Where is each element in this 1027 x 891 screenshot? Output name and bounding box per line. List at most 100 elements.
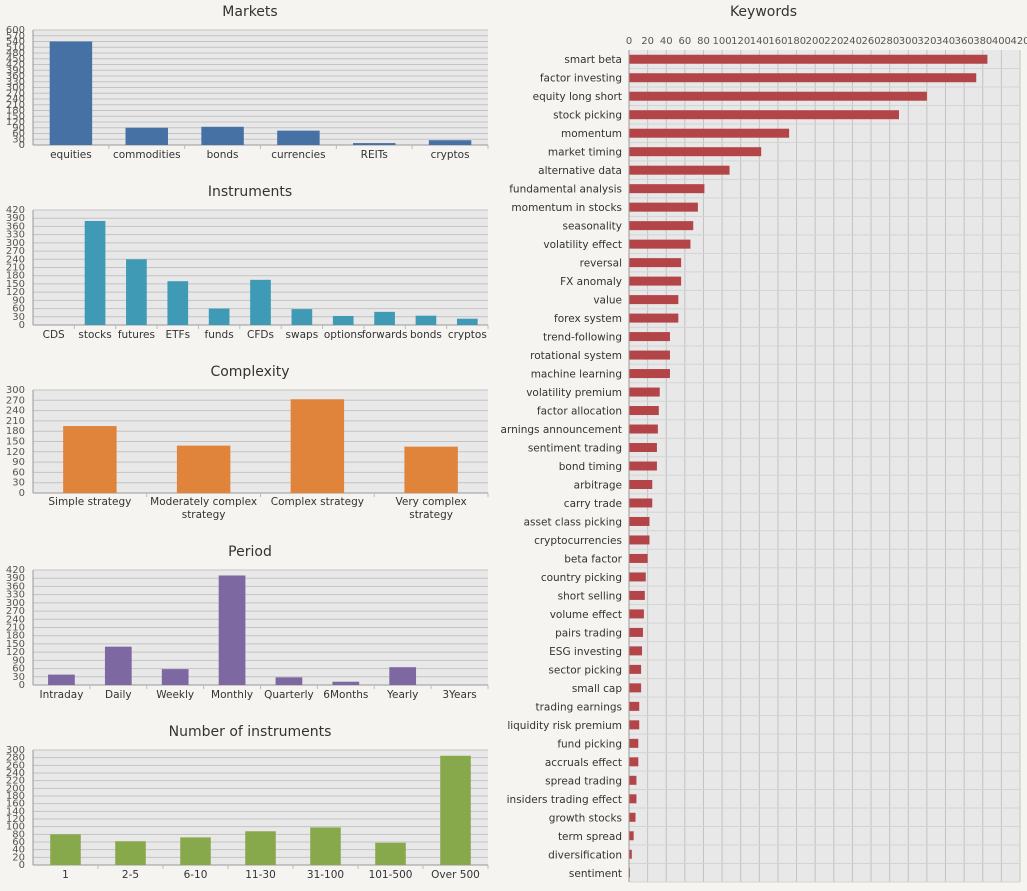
bar (629, 609, 644, 619)
x-tick-label: 60 (678, 36, 691, 47)
x-tick-label: 220 (824, 36, 843, 47)
bar (290, 399, 345, 493)
bar (161, 669, 189, 685)
bar (629, 239, 691, 249)
bar (428, 140, 472, 145)
y-tick-label: cryptocurrencies (534, 535, 622, 547)
bar (415, 315, 437, 325)
bar (50, 834, 81, 865)
x-tick-label: 240 (843, 36, 862, 47)
x-tick-label: bonds (410, 329, 442, 341)
y-tick-label: 60 (12, 467, 25, 478)
x-tick-label: 6-10 (184, 869, 208, 881)
x-tick-label: Over 500 (431, 869, 480, 881)
y-tick-label: 330 (6, 590, 25, 601)
x-tick-label: 400 (992, 36, 1011, 47)
y-tick-label: 20 (12, 852, 25, 863)
y-tick-label: spread trading (545, 775, 622, 787)
bar (629, 165, 730, 175)
bar (218, 575, 246, 685)
y-tick-label: market timing (548, 147, 622, 159)
y-tick-label: trading earnings (536, 701, 623, 713)
bar (245, 831, 276, 865)
bar (629, 54, 988, 64)
x-tick-label: CFDs (247, 329, 274, 341)
y-tick-label: ESG investing (549, 646, 622, 658)
bar (629, 332, 670, 342)
y-tick-label: 30 (12, 478, 25, 489)
y-tick-label: 60 (12, 304, 25, 315)
y-tick-label: 120 (6, 647, 25, 658)
y-tick-label: liquidity risk premium (507, 720, 622, 732)
y-tick-label: 180 (6, 426, 25, 437)
y-tick-label: 120 (6, 814, 25, 825)
bar (629, 91, 927, 101)
x-tick-label: 120 (731, 36, 750, 47)
bar (332, 315, 354, 325)
x-tick-label: cryptos (431, 149, 470, 161)
y-tick-label: 90 (12, 123, 25, 134)
x-tick-label: Moderately complex (150, 496, 257, 508)
number-of-instruments-plot: 0204060801001201401601802002202402602803… (6, 745, 489, 881)
bar (48, 674, 75, 685)
y-tick-label: 180 (6, 106, 25, 117)
keywords-plot: 0 20 40 60 80 100 120 140 160 180 200 220 240 260 280 3… (494, 36, 1027, 883)
y-tick-label: momentum in stocks (511, 202, 622, 214)
x-tick-label: equities (50, 149, 92, 161)
y-tick-label: 150 (6, 437, 25, 448)
x-tick-label: futures (118, 329, 155, 341)
y-tick-label: 30 (12, 134, 25, 145)
y-tick-label: 240 (6, 254, 25, 265)
bar (250, 279, 271, 325)
y-tick-label: pairs trading (555, 627, 622, 639)
bar (629, 757, 639, 767)
x-tick-label: ETFs (165, 329, 190, 341)
y-tick-label: forex system (554, 313, 622, 325)
y-tick-label: 300 (6, 745, 25, 756)
bar (629, 738, 639, 748)
y-tick-label: sector picking (548, 664, 622, 676)
y-tick-label: 0 (19, 320, 25, 331)
bar (374, 311, 395, 325)
bar (275, 677, 303, 685)
y-tick-label: 220 (6, 776, 25, 787)
y-tick-label: 60 (12, 129, 25, 140)
x-tick-label: 160 (768, 36, 787, 47)
bar (629, 516, 650, 526)
x-tick-label: 20 (641, 36, 654, 47)
x-tick-label: Complex strategy (271, 496, 364, 508)
x-tick-label: 3Years (442, 689, 476, 701)
y-tick-label: 270 (6, 246, 25, 257)
bar (629, 424, 658, 434)
bar (629, 535, 650, 545)
bar (629, 701, 640, 711)
y-tick-label: earnings announcement (500, 424, 622, 436)
bar (629, 683, 642, 693)
bar (629, 590, 645, 600)
y-tick-label: 0 (19, 680, 25, 691)
y-tick-label: volume effect (550, 609, 622, 621)
x-tick-label: 31-100 (307, 869, 344, 881)
x-tick-label: Quarterly (264, 689, 314, 701)
y-tick-label: bond timing (559, 461, 622, 473)
x-tick-label: Simple strategy (48, 496, 131, 508)
x-tick-label: Intraday (39, 689, 83, 701)
y-tick-label: 120 (6, 447, 25, 458)
bar (208, 308, 230, 325)
x-tick-label: 40 (660, 36, 673, 47)
bar (629, 646, 643, 656)
y-tick-label: 60 (12, 837, 25, 848)
y-tick-label: 0 (19, 140, 25, 151)
y-tick-label: 30 (12, 672, 25, 683)
y-tick-label: fund picking (557, 738, 622, 750)
y-tick-label: 90 (12, 655, 25, 666)
y-tick-label: machine learning (531, 369, 622, 381)
x-tick-label: 2-5 (122, 869, 139, 881)
x-tick-label: 280 (880, 36, 899, 47)
y-tick-label: 240 (6, 94, 25, 105)
markets-plot: 0306090120150180210240270300330360390420… (6, 25, 489, 161)
y-tick-label: growth stocks (549, 812, 622, 824)
bar (629, 553, 648, 563)
bar (404, 446, 458, 493)
